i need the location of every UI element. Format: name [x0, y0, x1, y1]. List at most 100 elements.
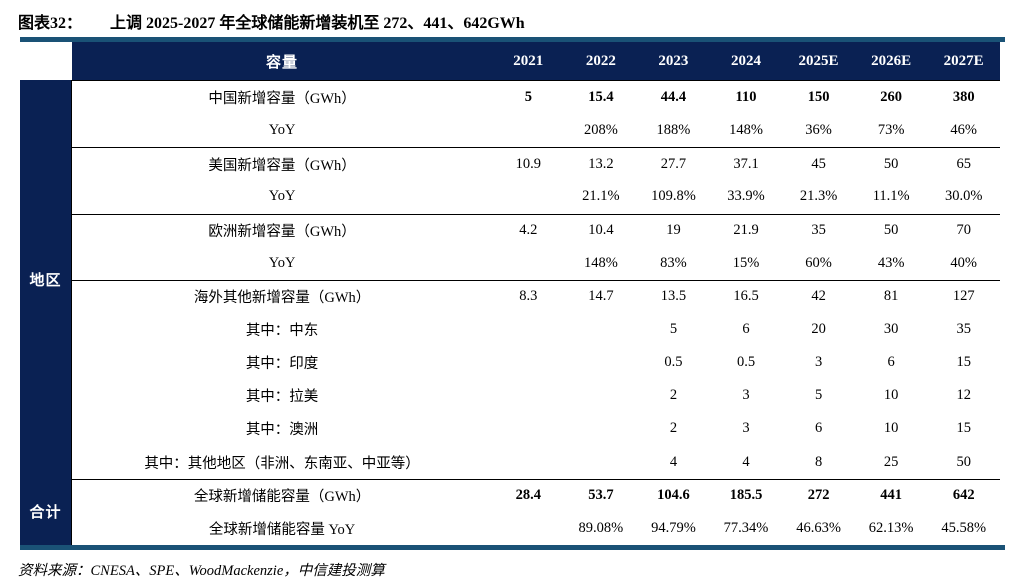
value-cell: 43% — [877, 254, 905, 271]
value-cell: 37.1 — [733, 155, 759, 172]
table-row: 其中：印度 0.5 0.5 3 6 15 — [72, 346, 1000, 379]
value-cell: 6 — [887, 354, 895, 371]
header-main: 容量 2021 2022 2023 2024 2025E 2026E 2027E — [72, 42, 1000, 80]
value-cell: 83% — [660, 254, 687, 271]
column-header-year: 2025E — [798, 52, 839, 69]
value-cell: 45.58% — [941, 519, 987, 536]
value-cell: 127 — [952, 288, 975, 305]
table-row: YoY 208% 188% 148% 36% 73% 46% — [72, 114, 1000, 147]
value-cell: 148% — [729, 122, 763, 139]
row-label-cell: YoY — [268, 122, 296, 139]
value-cell: 33.9% — [727, 188, 765, 205]
value-cell: 5 — [814, 387, 823, 404]
value-cell: 3 — [742, 387, 750, 404]
table-row: 欧洲新增容量（GWh） 4.2 10.4 19 21.9 35 50 70 — [72, 213, 1000, 247]
value-cell: 73% — [877, 122, 905, 139]
value-cell: 0.5 — [736, 354, 756, 371]
table-rows: 中国新增容量（GWh） 5 15.4 44.4 110 150 260 380 YoY 208% 1… — [71, 80, 1000, 545]
value-cell: 15 — [956, 420, 971, 437]
value-cell: 19 — [666, 222, 681, 239]
value-cell: 5 — [669, 321, 678, 338]
table-row: 中国新增容量（GWh） 5 15.4 44.4 110 150 260 380 — [72, 81, 1000, 114]
row-label-cell: 全球新增储能容量（GWh） — [193, 489, 371, 506]
value-cell: 188% — [656, 122, 691, 139]
value-cell: 10 — [883, 420, 899, 437]
column-header-year: 2026E — [871, 52, 912, 69]
value-cell: 8.3 — [519, 288, 538, 305]
value-cell: 53.7 — [588, 487, 614, 504]
value-cell: 89.08% — [578, 519, 624, 536]
value-cell: 20 — [811, 321, 826, 338]
value-cell: 27.7 — [660, 155, 687, 172]
row-label-cell: 其中：中东 — [245, 323, 319, 340]
value-cell: 109.8% — [651, 188, 696, 205]
value-cell: 36% — [805, 122, 832, 139]
value-cell: 104.6 — [657, 487, 690, 504]
table-row: 其中：中东 5 6 20 30 35 — [72, 313, 1000, 346]
value-cell: 81 — [883, 288, 899, 305]
value-cell: 50 — [956, 453, 971, 470]
value-cell: 21.1% — [582, 188, 620, 205]
value-cell: 11.1% — [872, 188, 910, 205]
value-cell: 42 — [811, 288, 826, 305]
value-cell: 3 — [742, 420, 750, 437]
value-cell: 150 — [807, 89, 830, 106]
value-cell: 2 — [669, 387, 678, 404]
value-cell: 12 — [956, 387, 971, 404]
value-cell: 77.34% — [723, 519, 769, 536]
value-cell: 70 — [956, 222, 971, 239]
figure-title: 图表32： 上调 2025-2027 年全球储能新增装机至 272、441、642… — [18, 9, 525, 33]
row-label-cell: 其中：澳洲 — [245, 422, 319, 439]
value-cell: 10 — [883, 387, 899, 404]
row-label-cell: 美国新增容量（GWh） — [208, 157, 356, 174]
capacity-table: 容量 2021 2022 2023 2024 2025E 2026E 2027E 地区 合计 … — [20, 37, 1005, 550]
value-cell: 44.4 — [660, 89, 687, 106]
sidebar-group-label: 地区 — [29, 272, 62, 289]
table-top-rule — [20, 37, 1005, 42]
value-cell: 148% — [583, 254, 618, 271]
table-row: 其中：澳洲 2 3 6 10 15 — [72, 412, 1000, 445]
row-label-cell: 全球新增储能容量 YoY — [208, 521, 356, 538]
table-body: 地区 合计 中国新增容量（GWh） 5 15.4 44.4 110 150 260 380 YoY… — [20, 80, 1000, 545]
value-cell: 6 — [742, 321, 750, 338]
value-cell: 4 — [669, 453, 678, 470]
value-cell: 21.9 — [733, 222, 759, 239]
value-cell: 28.4 — [515, 487, 542, 504]
table-row: YoY 21.1% 109.8% 33.9% 21.3% 11.1% 30.0% — [72, 180, 1000, 213]
figure-title-text: 上调 2025-2027 年全球储能新增装机至 272、441、642GWh — [110, 15, 525, 32]
value-cell: 45 — [811, 155, 826, 172]
table-row: 全球新增储能容量 YoY 89.08% 94.79% 77.34% 46.63% 62.1… — [72, 512, 1000, 545]
value-cell: 441 — [880, 487, 903, 504]
table-sidebar: 地区 合计 — [20, 80, 72, 545]
value-cell: 13.5 — [660, 288, 687, 305]
table-bottom-rule — [20, 544, 1005, 550]
table-row: YoY 148% 83% 15% 60% 43% 40% — [72, 247, 1000, 280]
row-label-cell: 欧洲新增容量（GWh） — [208, 224, 356, 241]
value-cell: 6 — [814, 420, 823, 437]
value-cell: 0.5 — [664, 354, 683, 371]
value-cell: 10.9 — [515, 155, 542, 172]
value-cell: 110 — [735, 89, 757, 106]
column-header-year: 2022 — [585, 52, 616, 69]
value-cell: 35 — [956, 321, 971, 338]
column-header-year: 2023 — [658, 52, 689, 69]
value-cell: 62.13% — [868, 519, 914, 536]
row-label-cell: 其中：拉美 — [245, 389, 319, 406]
value-cell: 60% — [805, 254, 832, 271]
value-cell: 21.3% — [799, 188, 838, 205]
value-cell: 46.63% — [796, 519, 841, 536]
value-cell: 13.2 — [588, 155, 614, 172]
source-note: 资料来源：CNESA、SPE、WoodMackenzie，中信建投测算 — [18, 563, 385, 579]
value-cell: 15 — [956, 354, 971, 371]
value-cell: 35 — [811, 222, 826, 239]
value-cell: 50 — [883, 155, 899, 172]
column-header-year: 2027E — [943, 52, 984, 69]
table-row: 其中：拉美 2 3 5 10 12 — [72, 379, 1000, 412]
value-cell: 25 — [883, 453, 899, 470]
value-cell: 260 — [880, 89, 903, 106]
row-label-cell: YoY — [268, 188, 296, 205]
header-corner-spacer — [20, 42, 72, 80]
value-cell: 16.5 — [733, 288, 759, 305]
table-row: 其中：其他地区（非洲、东南亚、中亚等） 4 4 8 25 50 — [72, 446, 1000, 479]
